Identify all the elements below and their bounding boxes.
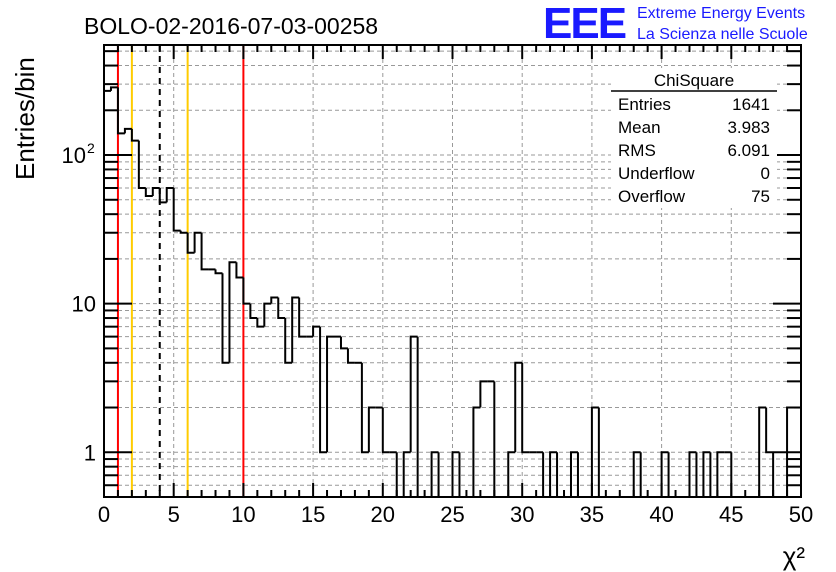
y-tick-label: 10 [72,292,96,317]
histogram-bin [472,406,481,497]
histogram-bin [416,336,425,498]
stats-value: 0 [761,164,770,183]
histogram-bin [409,335,418,453]
histogram-bin [312,325,321,337]
histogram-bin [702,451,711,497]
histogram-bin [514,361,523,453]
x-tick-label: 50 [789,502,813,527]
histogram-bin [249,303,258,320]
x-axis-label: χ² [783,541,806,571]
stats-label: Underflow [618,164,695,183]
histogram-bin [430,451,439,497]
stats-value: 75 [751,187,770,206]
histogram-bin [200,232,209,271]
logo-line2: La Scienza nelle Scuole [637,26,808,43]
histogram-bin [507,451,516,497]
histogram-bin [298,297,307,338]
chart-title: BOLO-02-2016-07-03-00258 [84,13,378,39]
histogram-bin [346,348,355,364]
histogram-bin [235,262,244,279]
x-tick-label: 15 [301,502,325,527]
histogram-bin [521,362,530,454]
stats-label: Mean [618,118,661,137]
histogram-bin [256,318,265,328]
histogram-bin [360,362,369,454]
histogram-bin [367,406,376,453]
histogram-bin [263,302,272,327]
stats-value: 3.983 [727,118,770,137]
x-tick-label: 0 [98,502,110,527]
histogram-bin [193,231,202,253]
histogram-bin [402,451,411,497]
histogram-bin [144,188,153,198]
y-tick-exponent: 2 [87,140,95,156]
histogram-bin [158,188,167,204]
x-tick-label: 30 [510,502,534,527]
histogram-bin [758,406,767,497]
histogram-bin [172,188,181,232]
histogram-bin [716,451,725,497]
histogram-bin [590,406,599,497]
x-tick-label: 25 [440,502,464,527]
histogram-bin [569,451,578,497]
histogram-bin [381,407,390,454]
stats-label: Overflow [618,187,686,206]
histogram-bin [284,318,293,364]
histogram-bin [339,336,348,350]
y-tick-label: 1 [84,440,96,465]
histogram-bin [116,87,125,135]
histogram-bin [277,297,286,320]
logo-mark: EEE [543,0,626,48]
histogram-bin [130,128,139,142]
stats-title: ChiSquare [654,71,734,90]
histogram-bin [291,296,300,363]
histogram-bin [493,381,502,498]
x-tick-label: 35 [580,502,604,527]
histogram-bin [632,451,641,497]
histogram-bin [151,187,160,197]
histogram-bin [179,230,188,234]
x-tick-label: 5 [168,502,180,527]
histogram-bin [326,335,335,453]
histogram-bin [103,89,111,497]
y-axis-label: Entries/bin [10,57,40,180]
x-tick-label: 40 [649,502,673,527]
stats-value: 1641 [732,95,770,114]
stats-value: 6.091 [727,141,770,160]
histogram-bin [221,273,230,364]
histogram-bin [319,326,328,454]
histogram-bin [270,296,279,304]
histogram-bin [765,407,774,454]
histogram-bin [451,451,460,497]
stats-box: ChiSquare Entries 1641 Mean 3.983 RMS 6.091 Un… [611,68,777,208]
histogram-bin [165,187,174,203]
stats-label: RMS [618,141,656,160]
x-tick-label: 10 [231,502,255,527]
histogram-bin [228,261,237,363]
histogram-bin [688,451,697,497]
histogram-bin [549,451,558,497]
histogram-bin [137,140,146,189]
histogram-bin [242,277,251,305]
x-tick-label: 20 [371,502,395,527]
histogram-bin [479,380,488,408]
histogram-bin [186,232,195,254]
histogram-bin [660,451,669,497]
histogram-bin [214,269,223,275]
stats-label: Entries [618,95,671,114]
logo-line1: Extreme Energy Events [637,5,805,22]
histogram-bin [123,127,132,134]
y-tick-label: 10 [62,143,86,168]
eee-logo: EEE Extreme Energy Events La Scienza nel… [543,0,808,48]
histogram-bin [109,86,118,91]
x-tick-label: 45 [719,502,743,527]
